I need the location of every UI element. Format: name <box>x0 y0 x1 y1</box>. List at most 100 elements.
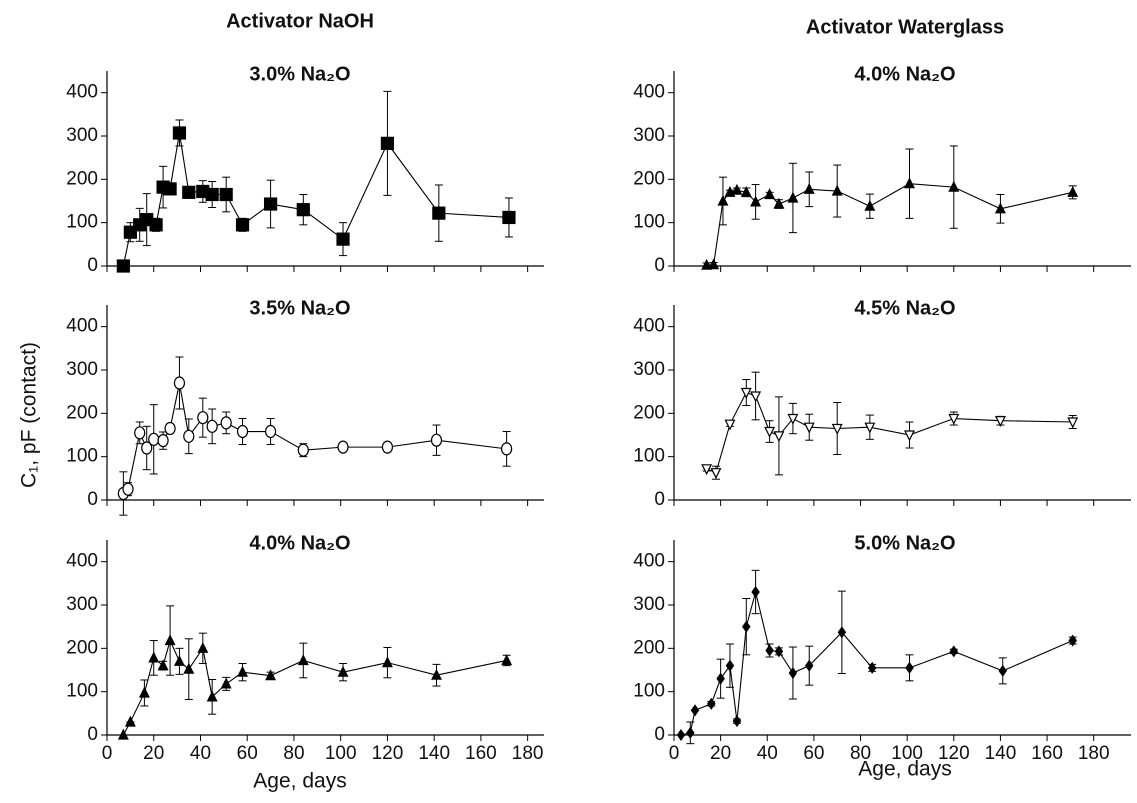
y-tick-label: 100 <box>66 212 98 233</box>
marker <box>381 656 393 668</box>
marker <box>148 432 160 446</box>
x-tick-label: 40 <box>190 743 211 764</box>
marker <box>337 665 349 677</box>
marker <box>690 704 700 717</box>
marker <box>149 218 163 232</box>
x-tick-label: 160 <box>1031 743 1063 764</box>
x-tick-label: 140 <box>418 743 450 764</box>
y-tick-label: 0 <box>87 255 98 276</box>
panel-title: 4.0% Na₂O <box>854 63 955 85</box>
marker <box>172 126 187 140</box>
marker <box>134 426 146 440</box>
column-title: Activator Waterglass <box>806 16 1004 38</box>
y-tick-label: 100 <box>633 446 665 467</box>
marker <box>205 187 219 202</box>
x-tick-label: 100 <box>891 743 923 764</box>
marker <box>1067 417 1079 429</box>
marker <box>157 434 169 448</box>
marker <box>740 185 752 197</box>
marker <box>676 728 686 742</box>
panel-title: 4.5% Na₂O <box>854 297 955 319</box>
marker <box>750 391 762 403</box>
marker <box>731 183 743 195</box>
y-tick-label: 400 <box>66 316 98 337</box>
y-tick-label: 400 <box>633 551 665 572</box>
marker <box>116 259 130 273</box>
marker <box>122 482 134 496</box>
marker <box>788 666 798 680</box>
data-line <box>122 638 507 736</box>
marker <box>236 424 249 439</box>
marker <box>949 645 959 658</box>
y-tick-label: 400 <box>633 82 665 103</box>
marker <box>501 654 513 666</box>
column-title: Activator NaOH <box>226 10 374 32</box>
marker <box>837 626 847 639</box>
marker <box>381 440 394 454</box>
marker <box>717 194 729 206</box>
marker <box>502 210 516 225</box>
y-tick-label: 0 <box>654 255 665 276</box>
x-tick-label: 0 <box>669 743 680 764</box>
marker <box>117 728 129 740</box>
marker <box>173 654 185 666</box>
x-tick-label: 40 <box>757 743 778 764</box>
panel-title: 3.0% Na₂O <box>249 63 350 85</box>
marker <box>183 429 195 443</box>
marker <box>904 430 915 442</box>
y-tick-label: 400 <box>633 316 665 337</box>
marker <box>237 665 249 677</box>
marker <box>157 659 169 671</box>
y-tick-label: 200 <box>66 637 98 658</box>
marker <box>998 664 1007 677</box>
marker <box>183 662 195 674</box>
marker <box>164 421 176 436</box>
marker <box>740 387 752 399</box>
x-tick-label: 20 <box>143 743 164 764</box>
x-tick-label: 80 <box>283 743 304 764</box>
marker <box>864 422 876 434</box>
y-tick-label: 100 <box>633 212 665 233</box>
marker <box>831 423 843 435</box>
marker <box>701 464 713 476</box>
x-tick-label: 160 <box>465 743 497 764</box>
y-tick-label: 200 <box>633 402 665 423</box>
x-tick-label: 120 <box>372 743 404 764</box>
marker <box>263 197 278 211</box>
y-tick-label: 200 <box>66 168 98 189</box>
marker <box>725 659 735 672</box>
marker <box>206 690 218 702</box>
marker <box>773 431 785 443</box>
y-tick-label: 100 <box>633 681 665 702</box>
marker <box>124 715 136 727</box>
marker <box>867 661 877 674</box>
marker <box>163 182 177 196</box>
marker <box>1068 634 1077 647</box>
marker <box>206 419 218 433</box>
y-tick-label: 300 <box>633 125 665 146</box>
marker <box>750 195 762 207</box>
marker <box>805 659 814 672</box>
marker <box>235 218 250 232</box>
x-tick-label: 80 <box>850 743 871 764</box>
marker <box>764 188 776 200</box>
data-line <box>706 391 1073 474</box>
marker <box>742 620 751 633</box>
y-tick-label: 300 <box>66 359 98 380</box>
y-tick-label: 300 <box>633 594 665 615</box>
marker <box>948 180 960 192</box>
x-tick-label: 180 <box>512 743 544 764</box>
marker <box>220 416 232 430</box>
panel-title: 4.0% Na₂O <box>249 532 350 554</box>
x-tick-label: 20 <box>710 743 731 764</box>
marker <box>774 645 784 658</box>
marker <box>336 232 350 246</box>
marker <box>773 197 785 209</box>
marker <box>710 468 722 480</box>
marker <box>264 424 277 439</box>
marker <box>905 661 914 674</box>
marker <box>220 677 232 689</box>
x-axis-label: Age, days <box>858 758 951 781</box>
marker <box>501 442 513 456</box>
